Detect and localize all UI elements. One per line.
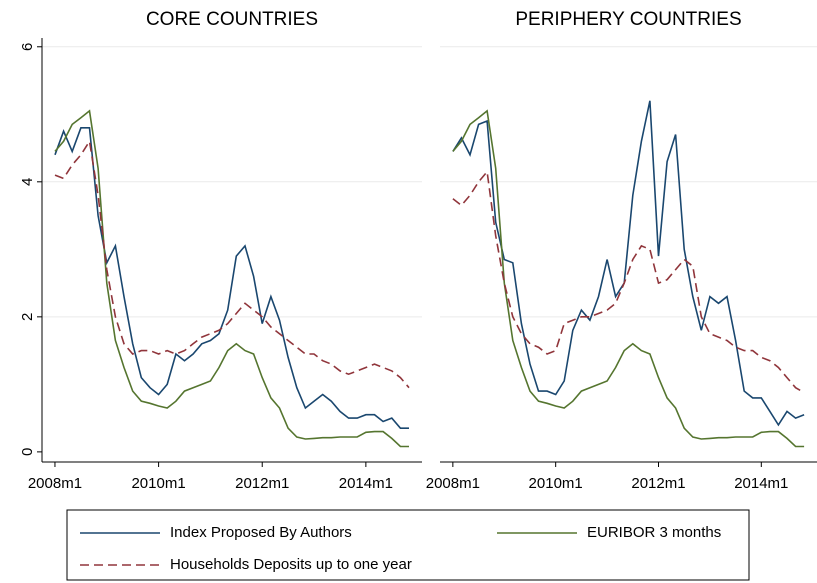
x-tick-label: 2012m1 — [631, 475, 685, 492]
panel-title: CORE COUNTRIES — [146, 9, 318, 30]
legend-label: EURIBOR 3 months — [587, 524, 721, 541]
panel-title: PERIPHERY COUNTRIES — [515, 9, 741, 30]
legend-label: Households Deposits up to one year — [170, 556, 412, 573]
x-tick-label: 2008m1 — [426, 475, 480, 492]
x-tick-label: 2014m1 — [734, 475, 788, 492]
y-tick-label: 2 — [19, 313, 36, 321]
line-series — [54, 127, 409, 429]
line-series — [54, 109, 409, 448]
x-tick-label: 2010m1 — [131, 475, 185, 492]
line-series — [452, 109, 805, 448]
y-tick-label: 0 — [19, 448, 36, 456]
x-tick-label: 2008m1 — [28, 475, 82, 492]
y-tick-label: 4 — [19, 178, 36, 186]
legend-label: Index Proposed By Authors — [170, 524, 352, 541]
x-tick-label: 2012m1 — [235, 475, 289, 492]
legend-box — [66, 509, 750, 581]
x-tick-label: 2010m1 — [529, 475, 583, 492]
x-tick-label: 2014m1 — [339, 475, 393, 492]
y-tick-label: 6 — [19, 43, 36, 51]
line-series — [452, 169, 805, 394]
line-series — [452, 100, 805, 427]
line-series — [54, 139, 410, 389]
